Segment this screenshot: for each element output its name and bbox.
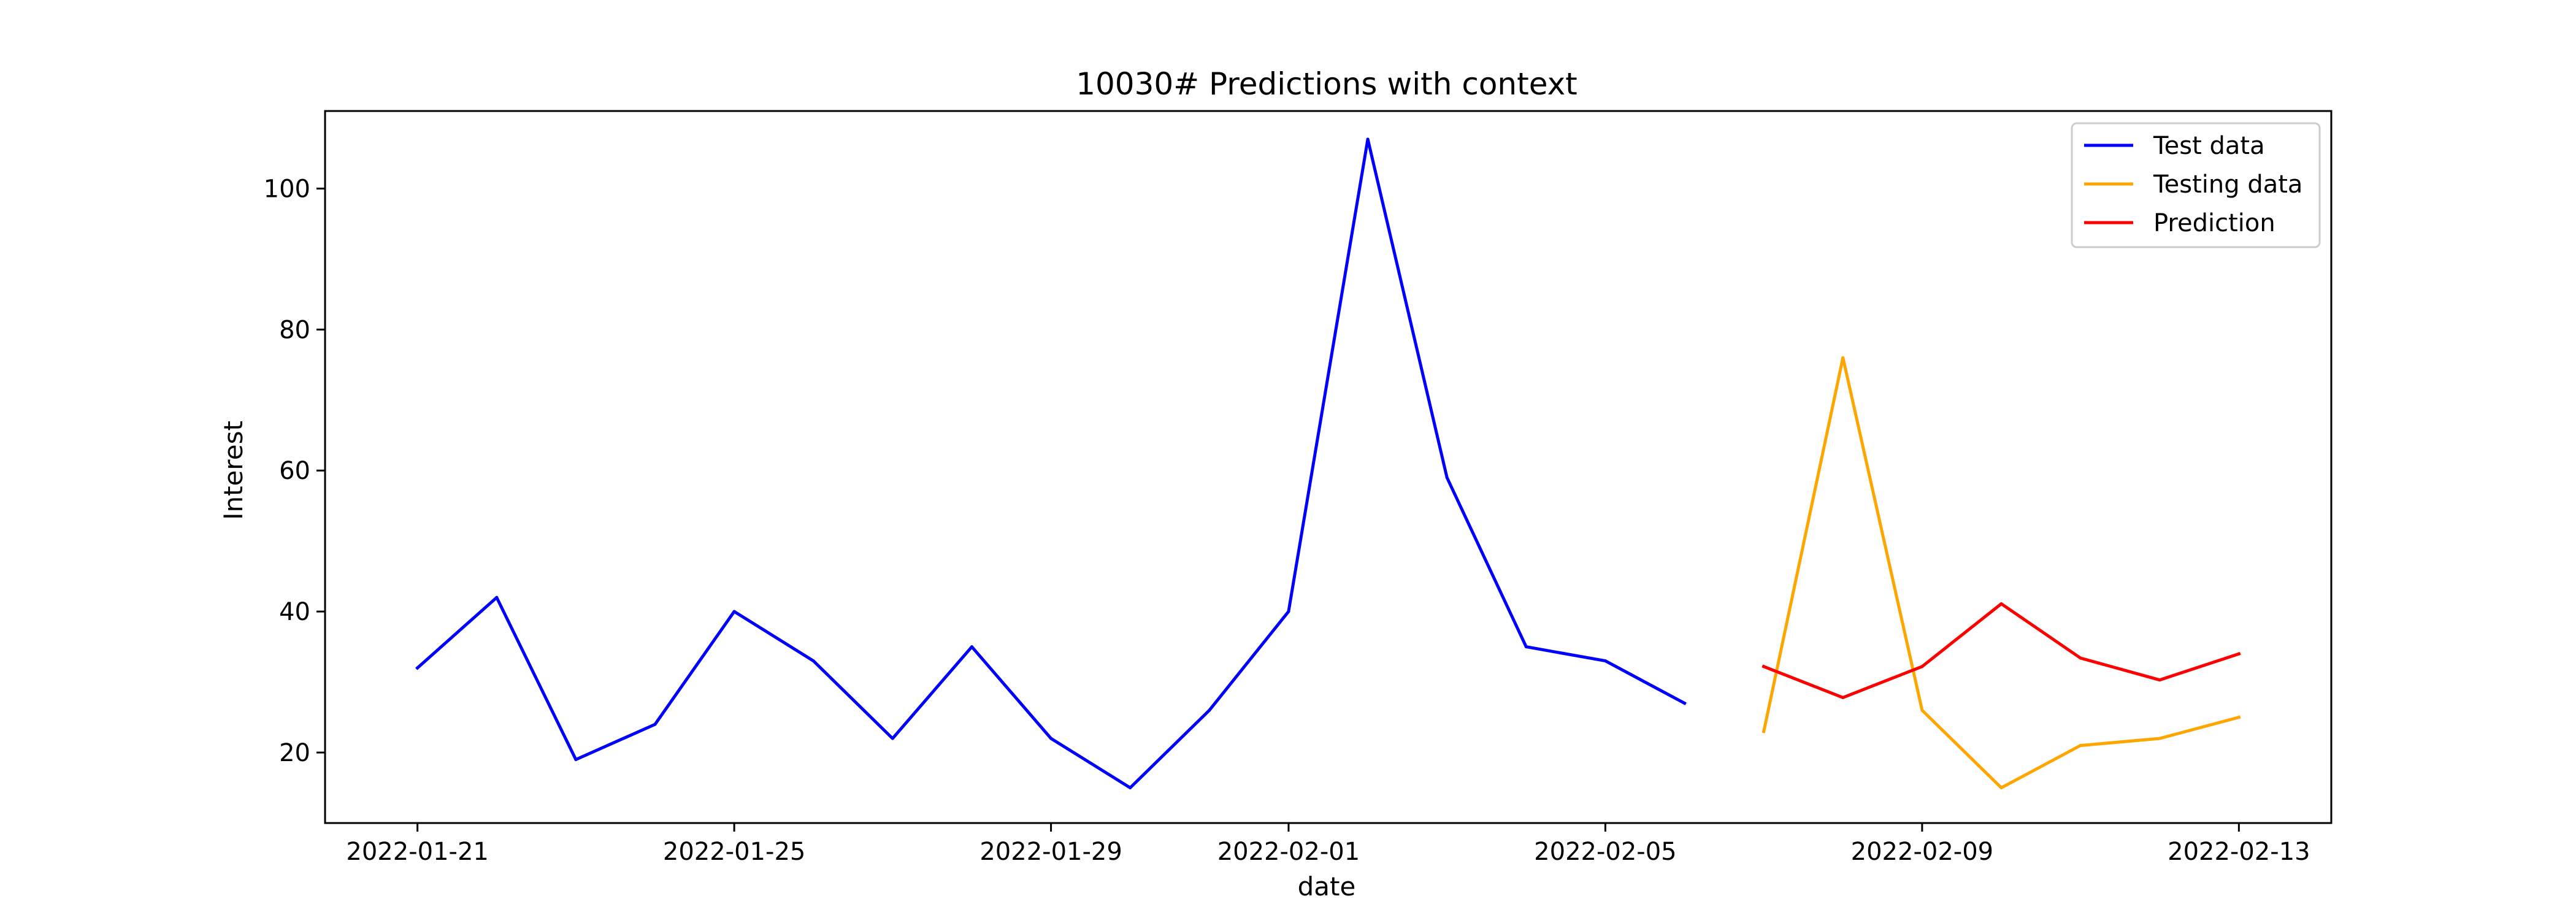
data-point-testing-data bbox=[1841, 356, 1845, 359]
y-tick-label: 100 bbox=[264, 175, 310, 203]
x-tick-label: 2022-02-09 bbox=[1851, 838, 1993, 866]
x-tick-label: 2022-02-05 bbox=[1534, 838, 1676, 866]
data-point-testing-data bbox=[1762, 730, 1766, 733]
data-point-test-data bbox=[732, 610, 736, 613]
x-tick-label: 2022-02-01 bbox=[1217, 838, 1360, 866]
series-line-prediction bbox=[1761, 602, 2241, 699]
data-point-test-data bbox=[1366, 137, 1370, 141]
data-point-test-data bbox=[1287, 610, 1290, 613]
x-tick-label: 2022-01-21 bbox=[346, 838, 488, 866]
data-point-testing-data bbox=[1920, 708, 1924, 712]
x-axis-title: date bbox=[1298, 871, 1356, 902]
x-tick-label: 2022-01-29 bbox=[979, 838, 1122, 866]
data-point-testing-data bbox=[2079, 744, 2082, 748]
data-point-test-data bbox=[1603, 659, 1607, 663]
y-tick-label: 20 bbox=[279, 739, 310, 767]
data-point-prediction bbox=[1841, 695, 1845, 699]
y-tick-label: 40 bbox=[279, 598, 310, 626]
data-point-test-data bbox=[416, 666, 420, 670]
data-point-prediction bbox=[1762, 665, 1766, 668]
data-point-test-data bbox=[1049, 737, 1053, 740]
data-point-prediction bbox=[1999, 602, 2003, 606]
chart-title: 10030# Predictions with context bbox=[1076, 66, 1577, 102]
legend-label-test-data: Test data bbox=[2153, 132, 2265, 160]
legend-label-testing-data: Testing data bbox=[2153, 170, 2302, 199]
data-point-test-data bbox=[1524, 645, 1528, 649]
y-axis-title: Interest bbox=[218, 421, 248, 520]
data-point-test-data bbox=[574, 758, 578, 762]
data-point-prediction bbox=[2237, 652, 2241, 656]
data-point-testing-data bbox=[2237, 716, 2241, 719]
x-tick-label: 2022-01-25 bbox=[663, 838, 805, 866]
plot-frame bbox=[324, 110, 2333, 824]
data-point-test-data bbox=[1445, 476, 1449, 480]
data-point-testing-data bbox=[2158, 737, 2161, 740]
legend-label-prediction: Prediction bbox=[2153, 209, 2275, 237]
legend-box bbox=[2071, 122, 2321, 248]
data-point-test-data bbox=[1683, 702, 1687, 705]
data-point-test-data bbox=[653, 722, 657, 726]
series-line-testing-data bbox=[1761, 356, 2241, 789]
y-tick-label: 80 bbox=[279, 316, 310, 344]
data-point-prediction bbox=[1920, 665, 1924, 668]
y-tick-label: 60 bbox=[279, 457, 310, 485]
data-point-test-data bbox=[970, 645, 973, 649]
data-point-test-data bbox=[1129, 786, 1132, 790]
data-point-prediction bbox=[2158, 678, 2161, 682]
data-point-test-data bbox=[891, 737, 894, 740]
data-point-test-data bbox=[1208, 708, 1211, 712]
data-point-prediction bbox=[2079, 656, 2082, 660]
data-point-testing-data bbox=[1999, 786, 2003, 790]
data-point-test-data bbox=[811, 659, 815, 663]
data-point-test-data bbox=[495, 596, 499, 599]
legend: Test data Testing data Prediction bbox=[2071, 122, 2321, 248]
series-line-test-data bbox=[415, 137, 1687, 789]
x-tick-label: 2022-02-13 bbox=[2168, 838, 2310, 866]
